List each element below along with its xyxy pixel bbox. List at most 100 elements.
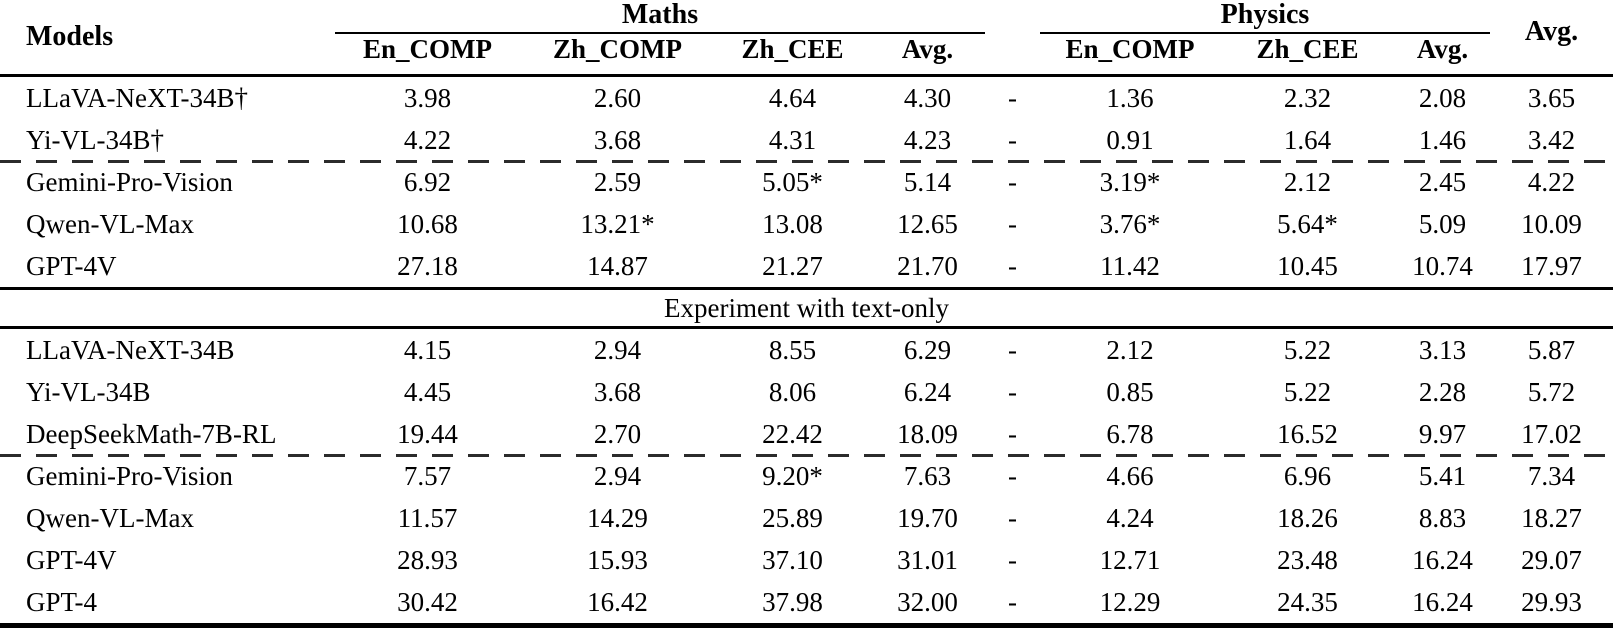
score-cell: 4.22	[403, 124, 452, 155]
score-cell: 4.31	[768, 124, 817, 155]
score-cell: 24.35	[1277, 586, 1338, 617]
score-cell: 19.70	[897, 502, 958, 533]
score-cell: 16.24	[1412, 586, 1473, 617]
score-cell: 17.02	[1521, 418, 1582, 449]
score-cell: 6.24	[903, 376, 952, 407]
physics-group-header: Physics	[1040, 0, 1490, 34]
score-cell: 3.76*	[1099, 208, 1161, 239]
score-cell: 2.45	[1418, 166, 1467, 197]
score-cell: 11.57	[397, 502, 458, 533]
model-name: GPT-4V	[26, 544, 117, 575]
model-name: GPT-4	[26, 586, 98, 617]
separator-dash: -	[1008, 418, 1017, 449]
maths-zh-comp-header: Zh_COMP	[552, 34, 682, 64]
dashed-divider	[0, 453, 1613, 457]
score-cell: 3.68	[593, 124, 642, 155]
score-cell: 10.74	[1412, 250, 1473, 281]
score-cell: 4.23	[903, 124, 952, 155]
separator-dash: -	[1008, 124, 1017, 155]
score-cell: 9.20*	[762, 460, 823, 491]
score-cell: 3.42	[1527, 124, 1576, 155]
score-cell: 5.64*	[1277, 208, 1338, 239]
score-cell: 1.36	[1106, 82, 1154, 113]
section-label: Experiment with text-only	[664, 292, 949, 323]
separator-dash: -	[1008, 376, 1017, 407]
model-name: LLaVA-NeXT-34B	[26, 334, 235, 365]
model-name: Qwen-VL-Max	[26, 502, 194, 533]
score-cell: 5.22	[1283, 376, 1332, 407]
maths-en-comp-header: En_COMP	[362, 34, 492, 64]
score-cell: 22.42	[762, 418, 823, 449]
score-cell: 31.01	[897, 544, 958, 575]
score-cell: 5.72	[1527, 376, 1576, 407]
overall-avg-column-header: Avg.	[1524, 16, 1579, 47]
score-cell: 1.64	[1283, 124, 1332, 155]
table-row: Yi-VL-34B† 4.22 3.68 4.31 4.23 - 0.91 1.…	[0, 119, 1613, 161]
physics-avg-header: Avg.	[1416, 34, 1469, 64]
score-cell: 18.27	[1521, 502, 1582, 533]
score-cell: 6.29	[903, 334, 952, 365]
score-cell: 21.27	[762, 250, 823, 281]
score-cell: 7.63	[903, 460, 952, 491]
score-cell: 9.97	[1418, 418, 1467, 449]
separator-dash: -	[1008, 166, 1017, 197]
separator-dash: -	[1008, 250, 1017, 281]
score-cell: 5.09	[1418, 208, 1467, 239]
score-cell: 16.24	[1412, 544, 1473, 575]
score-cell: 2.08	[1418, 82, 1467, 113]
score-cell: 2.94	[593, 460, 642, 491]
score-cell: 2.28	[1418, 376, 1467, 407]
score-cell: 6.78	[1106, 418, 1154, 449]
model-name: Qwen-VL-Max	[26, 208, 194, 239]
score-cell: 10.45	[1277, 250, 1338, 281]
score-cell: 23.48	[1277, 544, 1338, 575]
table-row: Gemini-Pro-Vision 7.57 2.94 9.20* 7.63 -…	[0, 455, 1613, 497]
dashed-divider	[0, 159, 1613, 163]
maths-group-header: Maths	[335, 0, 985, 34]
score-cell: 4.24	[1106, 502, 1154, 533]
score-cell: 0.91	[1106, 124, 1154, 155]
score-cell: 3.13	[1418, 334, 1467, 365]
table-row: LLaVA-NeXT-34B† 3.98 2.60 4.64 4.30 - 1.…	[0, 77, 1613, 119]
table-row: GPT-4V 28.93 15.93 37.10 31.01 - 12.71 2…	[0, 539, 1613, 581]
score-cell: 2.12	[1283, 166, 1332, 197]
separator-dash: -	[1008, 586, 1017, 617]
score-cell: 8.83	[1418, 502, 1467, 533]
score-cell: 5.14	[903, 166, 952, 197]
physics-zh-cee-header: Zh_CEE	[1256, 34, 1359, 64]
score-cell: 2.59	[593, 166, 642, 197]
score-cell: 37.10	[762, 544, 823, 575]
score-cell: 18.09	[897, 418, 958, 449]
score-cell: 6.92	[403, 166, 452, 197]
score-cell: 2.60	[593, 82, 642, 113]
score-cell: 37.98	[762, 586, 823, 617]
score-cell: 12.65	[897, 208, 958, 239]
score-cell: 4.64	[768, 82, 817, 113]
score-cell: 14.87	[587, 250, 648, 281]
score-cell: 14.29	[587, 502, 648, 533]
score-cell: 8.55	[768, 334, 817, 365]
maths-avg-header: Avg.	[901, 34, 954, 64]
score-cell: 10.68	[397, 208, 458, 239]
score-cell: 4.45	[403, 376, 452, 407]
score-cell: 6.96	[1283, 460, 1332, 491]
score-cell: 12.29	[1099, 586, 1161, 617]
model-name: GPT-4V	[26, 250, 117, 281]
separator-dash: -	[1008, 82, 1017, 113]
score-cell: 3.19*	[1099, 166, 1161, 197]
table-row: DeepSeekMath-7B-RL 19.44 2.70 22.42 18.0…	[0, 413, 1613, 455]
score-cell: 0.85	[1106, 376, 1154, 407]
score-cell: 5.22	[1283, 334, 1332, 365]
table-bottom-rule	[0, 623, 1613, 628]
score-cell: 4.30	[903, 82, 952, 113]
score-cell: 13.21*	[580, 208, 655, 239]
score-cell: 10.09	[1521, 208, 1582, 239]
score-cell: 5.41	[1418, 460, 1467, 491]
models-column-header: Models	[26, 21, 114, 52]
score-cell: 2.32	[1283, 82, 1332, 113]
score-cell: 32.00	[897, 586, 958, 617]
score-cell: 4.66	[1106, 460, 1154, 491]
section-divider: Experiment with text-only	[0, 287, 1613, 329]
score-cell: 21.70	[897, 250, 958, 281]
